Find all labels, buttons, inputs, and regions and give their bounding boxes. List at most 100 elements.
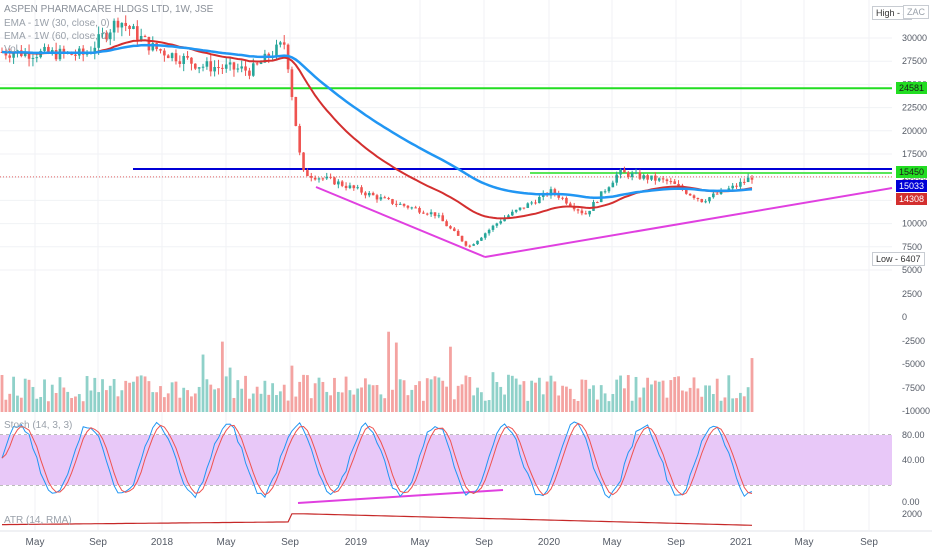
volume-bar: [406, 395, 410, 412]
rising-trendline: [484, 187, 893, 258]
volume-bar: [132, 381, 135, 412]
volume-bar: [499, 386, 503, 412]
volume-bar: [595, 399, 599, 412]
volume-bar: [735, 398, 738, 412]
high-button[interactable]: High - 3: [872, 6, 912, 20]
candle-body: [437, 215, 441, 217]
volume-bar: [495, 382, 499, 412]
candle-body: [398, 203, 402, 205]
volume-bar: [592, 385, 595, 412]
volume-bar: [653, 380, 657, 412]
volume-bar: [93, 377, 97, 412]
candle-body: [101, 33, 104, 35]
candle-body: [580, 210, 584, 214]
candle-body: [708, 197, 711, 202]
volume-bar: [646, 377, 650, 412]
candle-body: [364, 192, 367, 196]
currency-badge[interactable]: ZAC: [903, 5, 929, 19]
volume-bar: [232, 397, 236, 412]
candle-body: [74, 54, 77, 56]
volume-bar: [746, 387, 750, 412]
candle-body: [387, 198, 390, 200]
price-tick-label: 20000: [902, 126, 927, 136]
volume-bar: [607, 401, 611, 412]
candle-body: [522, 207, 526, 209]
volume-bar: [557, 395, 561, 412]
candle-body: [650, 175, 653, 180]
x-tick-label: May: [26, 537, 45, 548]
x-tick-label: 2019: [345, 537, 368, 548]
volume-bar: [220, 341, 224, 412]
candle-body: [255, 63, 259, 65]
volume-bar: [449, 346, 452, 412]
volume-bar: [278, 391, 282, 412]
x-tick-label: May: [795, 537, 814, 548]
candle-body: [47, 46, 50, 53]
volume-bar: [128, 382, 131, 412]
volume-bar: [352, 394, 356, 412]
volume-bar: [530, 380, 534, 412]
volume-bar: [217, 388, 220, 412]
candle-body: [221, 67, 224, 69]
volume-bar: [159, 386, 162, 412]
candle-body: [329, 176, 332, 178]
candle-body: [642, 175, 646, 179]
volume-bar: [364, 378, 367, 412]
volume-bar: [147, 381, 151, 412]
volume-bar: [27, 379, 31, 412]
candle-body: [54, 50, 58, 60]
volume-bar: [549, 375, 553, 412]
volume-bar: [391, 389, 394, 412]
price-tick-label: 27500: [902, 56, 927, 66]
volume-bar: [642, 387, 646, 412]
volume-bar: [197, 386, 201, 412]
volume-bar: [684, 391, 688, 412]
atr-line: [2, 513, 753, 526]
volume-bar: [491, 372, 495, 412]
candle-body: [344, 185, 348, 189]
volume-bar: [580, 379, 584, 412]
candle-body: [596, 202, 599, 204]
ema-lines: [1, 39, 753, 220]
price-tick-label: 30000: [902, 33, 927, 43]
volume-bar: [731, 398, 735, 412]
candle-body: [186, 55, 189, 58]
volume-bar: [348, 390, 352, 412]
candle-body: [410, 207, 414, 209]
candle-body: [35, 57, 39, 59]
volume-bar: [186, 390, 189, 412]
volume-bar: [85, 376, 89, 412]
volume-bar: [638, 397, 642, 412]
volume-bar: [263, 380, 267, 412]
volume-bar: [692, 377, 696, 412]
volume-bar: [166, 393, 170, 412]
candle-body: [395, 203, 398, 205]
volume-bar: [201, 354, 205, 412]
candle-body: [456, 230, 460, 236]
volume-bar: [298, 381, 302, 412]
volume-bar: [356, 388, 360, 412]
candle-body: [576, 209, 580, 211]
x-tick-label: Sep: [281, 537, 299, 548]
candle-body: [511, 211, 514, 216]
candle-body: [290, 69, 294, 97]
candle-body: [371, 192, 375, 196]
volume-bar: [70, 397, 73, 412]
volume-bar: [541, 394, 545, 412]
x-tick-label: 2020: [538, 537, 561, 548]
candle-body: [375, 195, 379, 200]
candle-body: [379, 197, 383, 200]
candle-body: [476, 240, 479, 245]
volume-bar: [267, 394, 271, 412]
candle-body: [163, 50, 166, 56]
volume-bar: [727, 375, 731, 412]
candle-body: [414, 207, 417, 209]
candle-body: [460, 235, 464, 242]
volume-bar: [367, 384, 371, 412]
candle-body: [8, 55, 12, 58]
candle-body: [441, 215, 445, 222]
volume-bar: [66, 391, 70, 412]
candle-body: [480, 237, 483, 241]
candle-body: [603, 191, 607, 193]
